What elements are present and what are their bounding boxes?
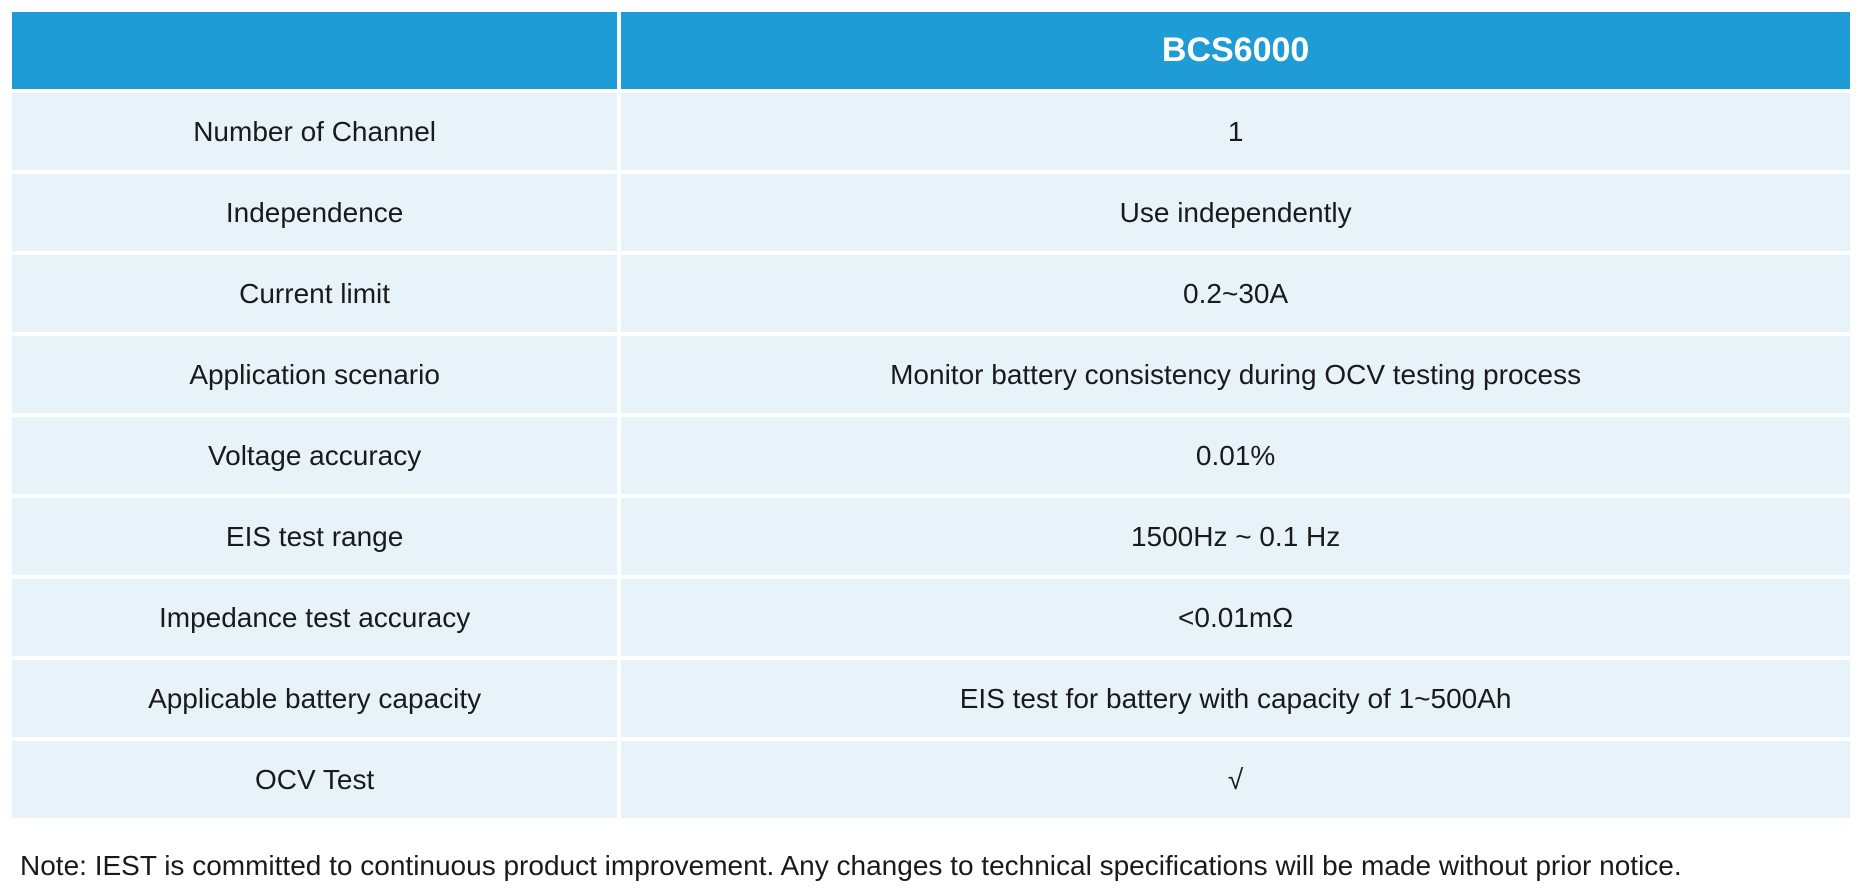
spec-value: Use independently xyxy=(621,174,1850,251)
spec-label: EIS test range xyxy=(12,498,617,575)
spec-value: Monitor battery consistency during OCV t… xyxy=(621,336,1850,413)
table-row: EIS test range 1500Hz ~ 0.1 Hz xyxy=(12,498,1850,575)
spec-value: <0.01mΩ xyxy=(621,579,1850,656)
spec-label: Application scenario xyxy=(12,336,617,413)
specification-table: BCS6000 Number of Channel 1 Independence… xyxy=(8,8,1854,822)
table-row: Voltage accuracy 0.01% xyxy=(12,417,1850,494)
spec-value: 0.01% xyxy=(621,417,1850,494)
table-row: OCV Test √ xyxy=(12,741,1850,818)
spec-value: 1500Hz ~ 0.1 Hz xyxy=(621,498,1850,575)
spec-label: Independence xyxy=(12,174,617,251)
spec-value: 0.2~30A xyxy=(621,255,1850,332)
table-row: Impedance test accuracy <0.01mΩ xyxy=(12,579,1850,656)
table-row: Application scenario Monitor battery con… xyxy=(12,336,1850,413)
table-header-row: BCS6000 xyxy=(12,12,1850,89)
header-product-cell: BCS6000 xyxy=(621,12,1850,89)
spec-label: Impedance test accuracy xyxy=(12,579,617,656)
spec-label: Number of Channel xyxy=(12,93,617,170)
table-row: Number of Channel 1 xyxy=(12,93,1850,170)
table-row: Current limit 0.2~30A xyxy=(12,255,1850,332)
footnote-text: Note: IEST is committed to continuous pr… xyxy=(8,850,1854,882)
spec-value: EIS test for battery with capacity of 1~… xyxy=(621,660,1850,737)
table-row: Independence Use independently xyxy=(12,174,1850,251)
spec-label: Voltage accuracy xyxy=(12,417,617,494)
table-row: Applicable battery capacity EIS test for… xyxy=(12,660,1850,737)
spec-label: Current limit xyxy=(12,255,617,332)
header-empty-cell xyxy=(12,12,617,89)
spec-value: 1 xyxy=(621,93,1850,170)
spec-label: OCV Test xyxy=(12,741,617,818)
spec-value: √ xyxy=(621,741,1850,818)
spec-label: Applicable battery capacity xyxy=(12,660,617,737)
